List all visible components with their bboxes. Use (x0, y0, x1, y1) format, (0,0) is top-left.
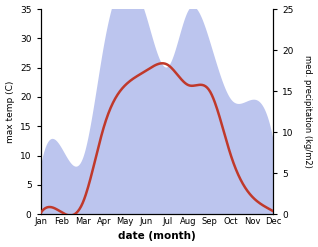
X-axis label: date (month): date (month) (118, 231, 196, 242)
Y-axis label: med. precipitation (kg/m2): med. precipitation (kg/m2) (303, 55, 313, 168)
Y-axis label: max temp (C): max temp (C) (5, 80, 15, 143)
